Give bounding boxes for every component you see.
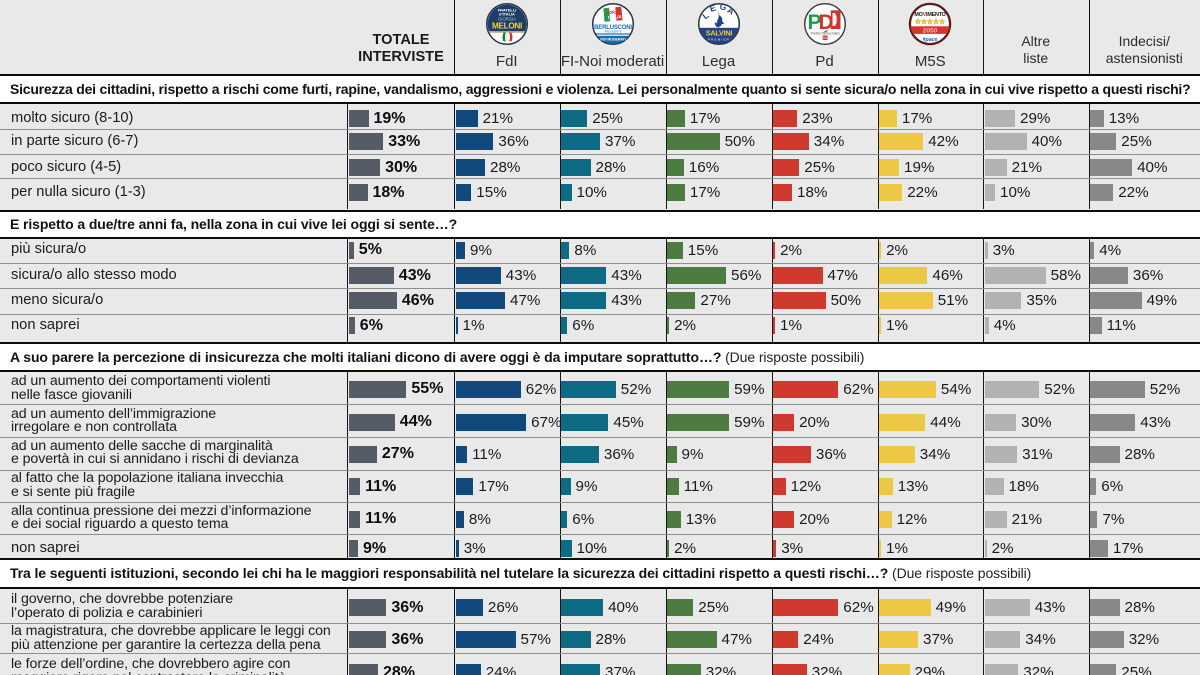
svg-text:FRATELLI: FRATELLI	[498, 8, 517, 13]
svg-text:d’ITALIA: d’ITALIA	[499, 12, 515, 17]
svg-text:FORZA: FORZA	[605, 9, 621, 15]
svg-text:2050: 2050	[923, 28, 938, 35]
svg-text:NOI MODERATI: NOI MODERATI	[600, 38, 626, 42]
svg-text:G: G	[719, 2, 727, 12]
svg-text:E: E	[708, 2, 717, 13]
svg-text:P: P	[807, 11, 821, 34]
svg-text:#pace: #pace	[923, 37, 938, 43]
svg-text:MOVIMENTO: MOVIMENTO	[915, 12, 946, 18]
svg-text:PREMIER: PREMIER	[707, 38, 729, 42]
svg-text:PD: PD	[823, 36, 827, 40]
svg-text:BERLUSCONI: BERLUSCONI	[594, 25, 632, 31]
svg-text:MELONI: MELONI	[492, 22, 522, 31]
svg-text:D: D	[818, 11, 833, 34]
svg-text:PRESIDENTE: PRESIDENTE	[604, 30, 621, 34]
svg-text:GIORGIA: GIORGIA	[498, 17, 516, 22]
svg-text:ITALIA: ITALIA	[607, 14, 621, 20]
svg-text:Partito Democratico: Partito Democratico	[811, 31, 840, 35]
svg-text:L: L	[700, 10, 710, 21]
svg-text:A: A	[725, 5, 735, 17]
svg-text:SALVINI: SALVINI	[705, 29, 732, 38]
